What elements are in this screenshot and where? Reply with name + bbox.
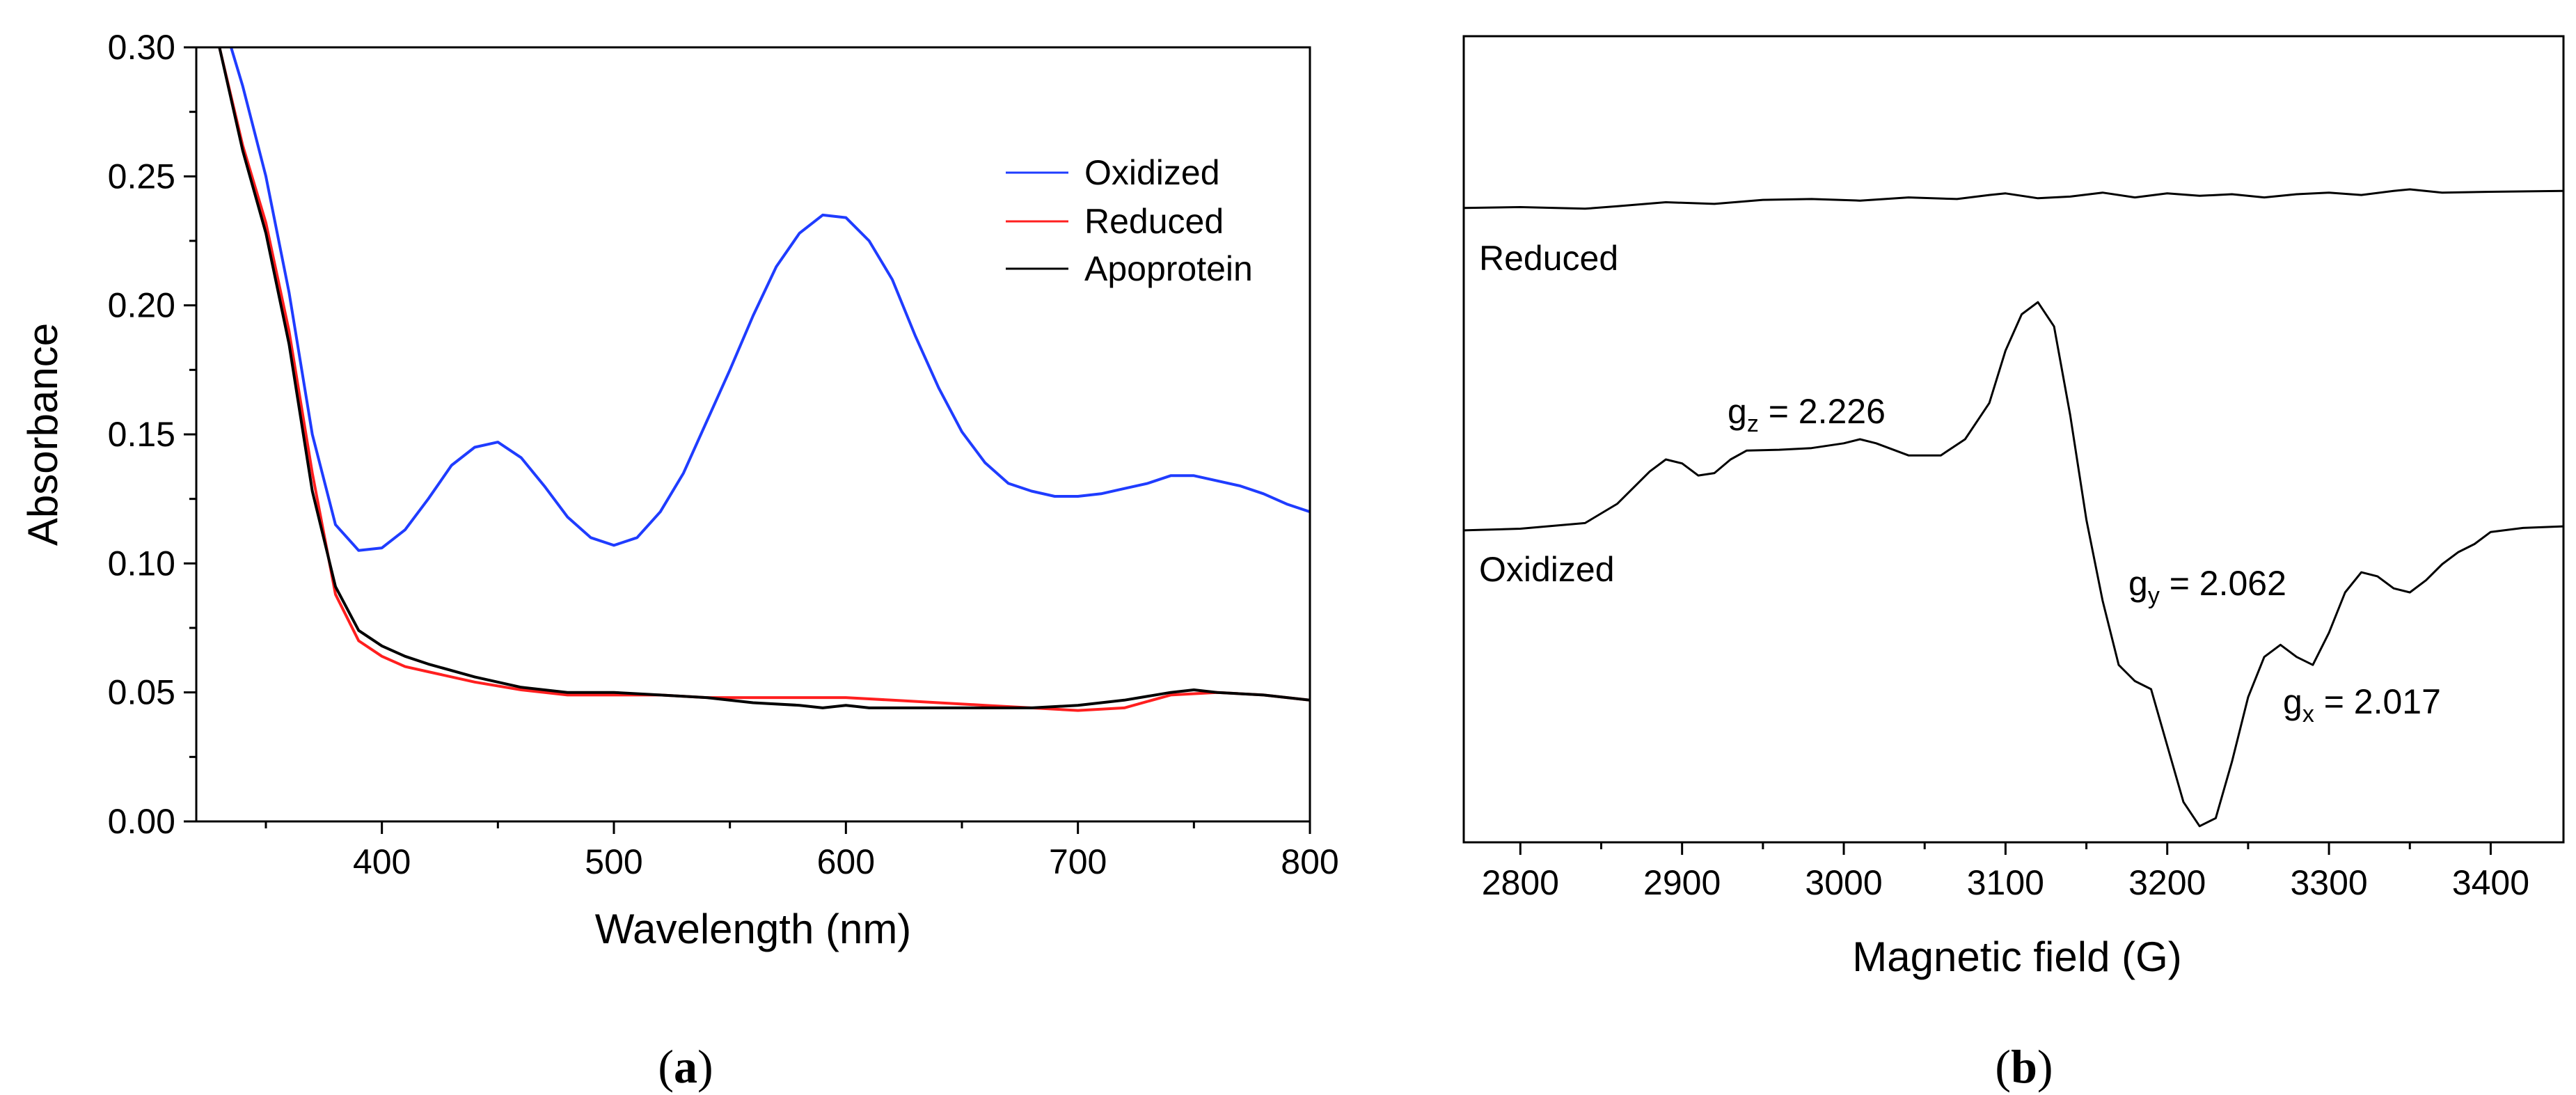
chart-b: 2800 2900 3000 3100 3200 3300 3400 Magnetic fi… — [1462, 35, 2565, 1093]
annotation-reduced: Reduced — [1479, 239, 1618, 278]
chart-a: 400 500 600 700 800 0.00 0.05 0.10 0.15 0.20 0.25… — [19, 28, 1339, 1093]
y-tick-label: 0.25 — [108, 157, 175, 196]
panel-label-a: (a) — [658, 1040, 713, 1093]
x-tick-label-800: 800 — [1281, 842, 1338, 881]
panel-label-b: (b) — [1995, 1040, 2053, 1093]
legend-label-reduced: Reduced — [1084, 202, 1224, 241]
y-tick-label: 0.10 — [108, 544, 175, 583]
x-tick-label-600: 600 — [817, 842, 875, 881]
y-tick-label: 0.05 — [108, 673, 175, 712]
annotation-oxidized: Oxidized — [1479, 550, 1615, 589]
x-tick-label-700: 700 — [1049, 842, 1107, 881]
chart-a-plot-area — [218, 47, 1310, 712]
x-tick-label-2800: 2800 — [1482, 863, 1559, 902]
chart-b-x-ticks: 2800 2900 3000 3100 3200 3300 3400 — [1482, 842, 2529, 902]
epr-trace-oxidized — [1464, 301, 2563, 828]
annotation-gz: gz = 2.226 — [1728, 392, 1886, 437]
x-tick-label-3000: 3000 — [1805, 863, 1882, 902]
x-tick-label-3200: 3200 — [2128, 863, 2206, 902]
chart-a-x-ticks: 400 500 600 700 800 — [264, 821, 1339, 881]
legend-label-oxidized: Oxidized — [1084, 153, 1220, 192]
series-line-oxidized — [230, 47, 1310, 552]
chart-a-y-ticks: 0.00 0.05 0.10 0.15 0.20 0.25 0.30 — [108, 28, 196, 841]
y-tick-label: 0.15 — [108, 415, 175, 454]
x-tick-label-3400: 3400 — [2452, 863, 2529, 902]
x-tick-label-2900: 2900 — [1643, 863, 1721, 902]
chart-b-plot-area — [1464, 188, 2563, 828]
y-tick-label: 0.30 — [108, 28, 175, 67]
x-tick-label-400: 400 — [353, 842, 411, 881]
annotation-gx: gx = 2.017 — [2283, 682, 2441, 727]
legend-label-apoprotein: Apoprotein — [1084, 249, 1253, 288]
series-line-apoprotein — [218, 47, 1310, 709]
chart-b-x-axis-title: Magnetic field (G) — [1852, 933, 2182, 980]
epr-trace-reduced — [1464, 188, 2563, 210]
chart-a-y-axis-title: Absorbance — [19, 323, 66, 546]
chart-a-legend: Oxidized Reduced Apoprotein — [1006, 153, 1253, 288]
chart-b-frame — [1462, 35, 2565, 844]
x-tick-label-3300: 3300 — [2290, 863, 2367, 902]
chart-a-x-axis-title: Wavelength (nm) — [595, 906, 912, 952]
x-tick-label-3100: 3100 — [1967, 863, 2044, 902]
y-tick-label: 0.00 — [108, 802, 175, 841]
annotation-gy: gy = 2.062 — [2128, 564, 2286, 609]
series-line-reduced — [218, 47, 1310, 712]
x-tick-label-500: 500 — [585, 842, 642, 881]
y-tick-label: 0.20 — [108, 286, 175, 325]
